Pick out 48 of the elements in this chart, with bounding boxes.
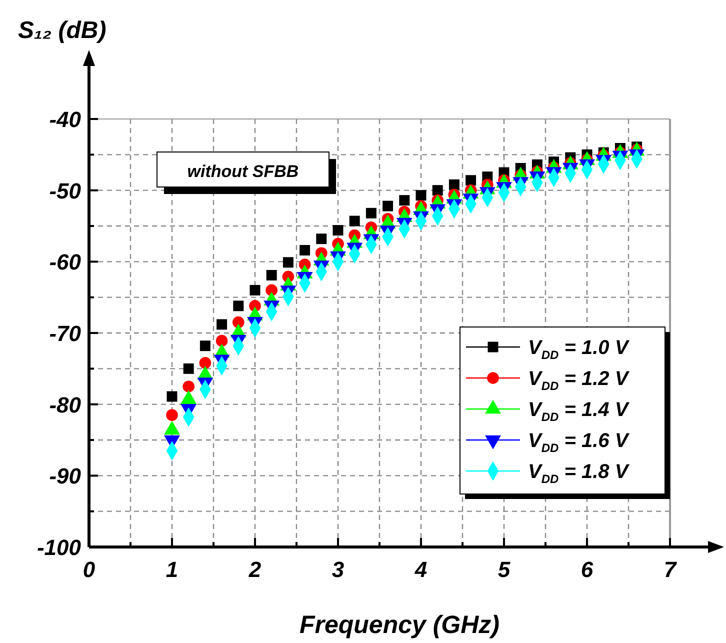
point [216, 319, 228, 330]
point [448, 179, 460, 190]
x-tick-label: 0 [82, 557, 96, 582]
y-tick-label: -40 [49, 107, 82, 132]
point [382, 200, 394, 212]
point [399, 195, 410, 206]
legend-label: V$_{DD}$ = 1.0 V [528, 337, 630, 362]
x-tick-label: 5 [498, 557, 511, 582]
x-tick-label: 2 [248, 557, 262, 582]
point [216, 334, 228, 347]
point [266, 284, 278, 296]
point [432, 185, 443, 196]
point [416, 190, 426, 201]
point [166, 409, 178, 421]
point [232, 316, 244, 328]
y-tick-label: -60 [49, 250, 82, 275]
x-tick-label: 7 [664, 557, 678, 582]
x-tick-label: 4 [414, 557, 428, 582]
legend-label: V$_{DD}$ = 1.2 V [528, 368, 630, 393]
y-tick-label: -90 [49, 464, 82, 489]
y-tick-label: -80 [49, 392, 82, 418]
y-axis-title: S₁₂ (dB) [18, 17, 106, 44]
point [182, 380, 195, 392]
legend-label: V$_{DD}$ = 1.6 V [528, 430, 630, 455]
annotation: without SFBB [187, 162, 299, 181]
point [366, 208, 376, 218]
x-axis-title: Frequency (GHz) [299, 611, 500, 639]
point [200, 340, 210, 352]
point [316, 234, 327, 244]
point [349, 216, 360, 226]
point [250, 284, 260, 296]
x-tick-label: 6 [580, 557, 594, 582]
point [282, 257, 294, 268]
x-tick-label: 3 [332, 557, 344, 582]
y-tick-label: -50 [49, 178, 82, 204]
point [233, 300, 244, 312]
legend-label: V$_{DD}$ = 1.4 V [528, 399, 630, 424]
legend-label: V$_{DD}$ = 1.8 V [528, 461, 630, 486]
y-tick-label: -100 [36, 535, 82, 560]
point [166, 391, 178, 402]
point [266, 270, 277, 280]
point [183, 363, 194, 374]
point [332, 225, 344, 236]
x-tick-label: 1 [166, 557, 178, 582]
point [199, 357, 212, 369]
point [466, 175, 476, 186]
point [300, 245, 310, 256]
y-tick-label: -70 [49, 321, 82, 346]
